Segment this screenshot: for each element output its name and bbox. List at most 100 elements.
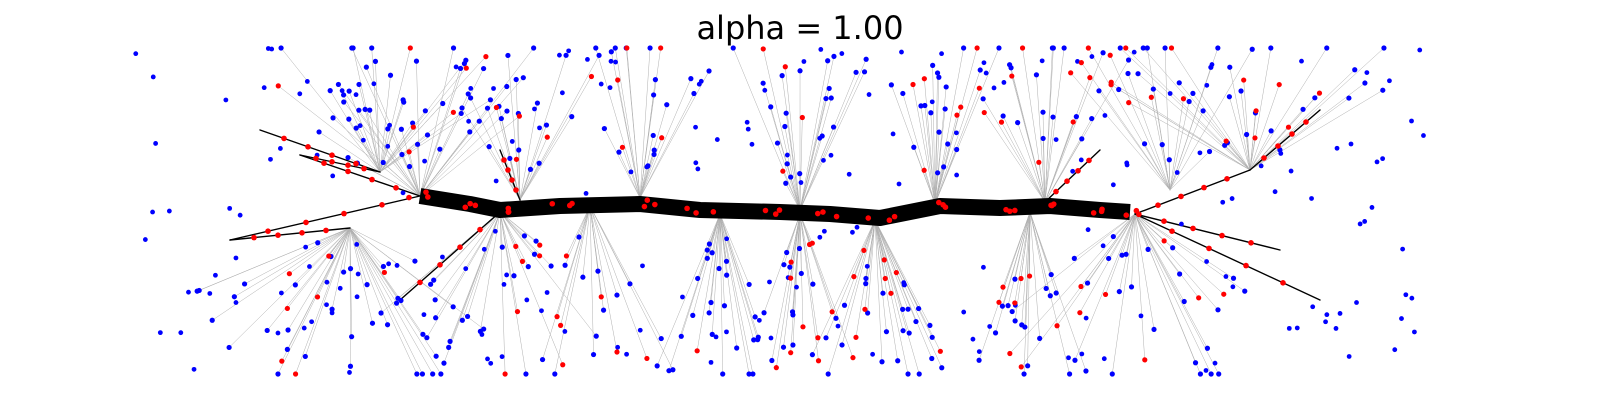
leaf-edge xyxy=(1044,47,1053,203)
leaf-node xyxy=(704,247,710,253)
leaf-node xyxy=(744,119,750,125)
leaf-node xyxy=(954,146,960,153)
leaf-node xyxy=(608,58,614,64)
steiner-node xyxy=(513,187,519,193)
steiner-node xyxy=(800,324,806,330)
leaf-edge xyxy=(1127,73,1171,191)
leaf-edge xyxy=(355,127,381,173)
leaf-node xyxy=(783,180,789,186)
steiner-node xyxy=(1261,155,1267,161)
leaf-node xyxy=(593,45,599,51)
leaf-node xyxy=(534,100,541,106)
leaf-node xyxy=(1151,326,1157,333)
branch-line xyxy=(1044,149,1101,203)
leaf-node xyxy=(768,104,774,110)
leaf-node xyxy=(521,233,528,239)
leaf-edge xyxy=(266,227,351,331)
leaf-node xyxy=(432,297,438,303)
leaf-node xyxy=(1380,156,1386,162)
leaf-edge xyxy=(1249,47,1272,171)
leaf-node xyxy=(839,51,845,56)
leaf-node xyxy=(504,83,510,90)
leaf-node xyxy=(870,351,876,357)
leaf-node xyxy=(1048,271,1054,278)
leaf-node xyxy=(354,241,360,247)
steiner-node xyxy=(1086,157,1092,164)
leaf-node xyxy=(585,57,590,62)
leaf-node xyxy=(1119,252,1125,258)
leaf-edge xyxy=(379,128,389,173)
leaf-node xyxy=(650,132,656,139)
leaf-edge xyxy=(554,205,591,375)
leaf-node xyxy=(516,147,522,153)
steiner-node xyxy=(624,45,630,51)
leaf-node xyxy=(916,371,922,377)
leaf-node xyxy=(769,357,775,364)
leaf-node xyxy=(153,141,159,146)
leaf-node xyxy=(1109,371,1115,377)
leaf-edge xyxy=(792,213,801,346)
leaf-node xyxy=(1070,168,1076,174)
leaf-node xyxy=(241,281,248,287)
leaf-edge xyxy=(589,205,594,355)
leaf-edge xyxy=(589,205,662,339)
leaf-node xyxy=(900,328,906,334)
leaf-edge xyxy=(1125,213,1136,255)
leaf-node xyxy=(1212,360,1218,366)
leaf-node xyxy=(999,303,1006,309)
leaf-edge xyxy=(1229,66,1251,171)
leaf-node xyxy=(1005,303,1011,309)
leaf-node xyxy=(798,180,804,185)
leaf-node xyxy=(1100,50,1106,56)
leaf-edge xyxy=(519,102,538,201)
leaf-node xyxy=(346,88,352,94)
leaf-node xyxy=(767,279,772,285)
leaf-edge xyxy=(934,72,938,205)
leaf-node xyxy=(386,261,392,267)
leaf-node xyxy=(413,58,420,64)
steiner-node xyxy=(1009,73,1015,79)
leaf-node xyxy=(292,282,298,288)
leaf-node xyxy=(539,308,544,314)
steiner-node xyxy=(814,210,821,217)
leaf-node xyxy=(347,266,354,272)
steiner-node xyxy=(265,228,271,234)
leaf-node xyxy=(207,291,213,296)
leaf-node xyxy=(354,294,360,300)
steiner-node xyxy=(1078,283,1084,290)
steiner-node xyxy=(537,242,543,248)
leaf-edge xyxy=(1240,90,1251,171)
leaf-edge xyxy=(1029,211,1040,339)
leaf-edge xyxy=(1169,110,1204,191)
steiner-node xyxy=(1248,240,1254,246)
leaf-node xyxy=(480,65,487,72)
leaf-node xyxy=(355,271,361,277)
leaf-node xyxy=(1083,368,1089,374)
leaf-node xyxy=(730,45,736,51)
leaf-node xyxy=(883,329,890,335)
leaf-node xyxy=(1364,70,1370,75)
leaf-edge xyxy=(864,219,876,310)
leaf-node xyxy=(1053,137,1059,143)
leaf-edge xyxy=(409,166,421,197)
leaf-node xyxy=(647,45,653,51)
leaf-node xyxy=(798,270,804,277)
leaf-edge xyxy=(349,227,416,262)
leaf-node xyxy=(430,371,436,377)
steiner-node xyxy=(417,279,423,286)
leaf-node xyxy=(349,45,355,51)
leaf-node xyxy=(275,330,281,336)
leaf-node xyxy=(716,265,722,272)
branch-line xyxy=(259,129,381,173)
leaf-node xyxy=(277,146,283,151)
leaf-edge xyxy=(1134,213,1219,311)
leaf-node xyxy=(600,307,607,313)
leaf-node xyxy=(1403,292,1409,298)
steiner-node xyxy=(921,76,927,82)
leaf-node xyxy=(1238,88,1244,94)
leaf-node xyxy=(678,333,684,339)
steiner-node xyxy=(314,294,321,300)
leaf-node xyxy=(714,137,720,142)
leaf-node xyxy=(826,85,832,92)
leaf-node xyxy=(724,272,730,278)
